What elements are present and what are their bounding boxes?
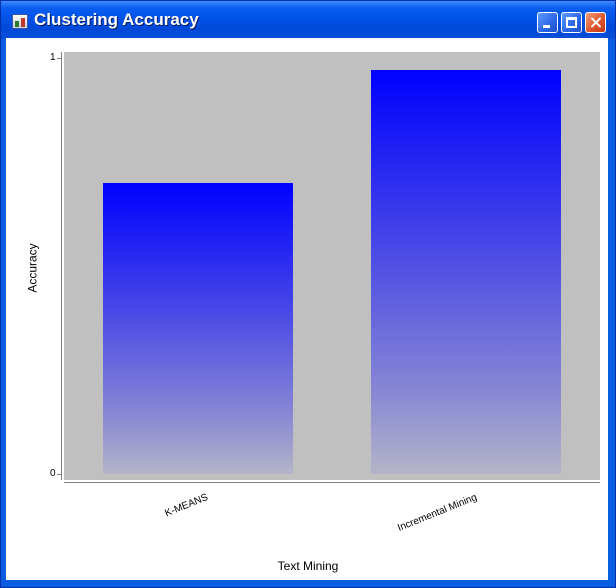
bar [103,182,293,474]
y-axis-label: Accuracy [25,243,40,293]
y-axis-line [61,52,62,480]
window-title: Clustering Accuracy [34,10,199,29]
close-button[interactable] [585,12,606,33]
y-tick-mark [57,474,61,475]
window-titlebar[interactable]: Clustering Accuracy [1,1,615,39]
x-axis-line [64,482,600,483]
y-tick-label: 0 [50,468,56,479]
bar [371,70,561,474]
y-tick-mark [57,58,61,59]
maximize-button[interactable] [561,12,582,33]
minimize-button[interactable] [537,12,558,33]
y-tick-label: 1 [50,52,56,63]
x-axis-label: Text Mining [277,559,339,573]
chart-app-icon [12,14,28,29]
